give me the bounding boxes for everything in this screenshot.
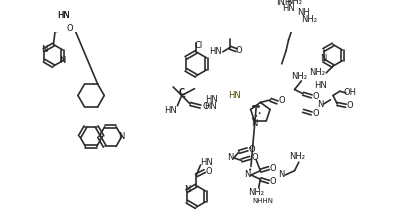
Text: N: N — [184, 185, 190, 194]
Text: NH₂: NH₂ — [310, 68, 326, 77]
Text: HN: HN — [57, 11, 70, 20]
Text: HN: HN — [200, 158, 213, 167]
Text: INH: INH — [276, 0, 291, 7]
Text: NH: NH — [297, 8, 309, 17]
Text: O: O — [206, 166, 212, 176]
Text: OH: OH — [344, 88, 357, 97]
Text: N: N — [278, 170, 285, 179]
Text: N: N — [41, 46, 47, 54]
Text: O: O — [251, 153, 258, 162]
Text: NH₂: NH₂ — [287, 0, 302, 6]
Text: O: O — [67, 24, 74, 33]
Text: O: O — [202, 102, 209, 111]
Text: HN: HN — [228, 91, 241, 100]
Text: N: N — [244, 170, 251, 179]
Text: O: O — [313, 109, 319, 118]
Text: O: O — [270, 177, 276, 186]
Text: N: N — [320, 54, 327, 63]
Text: HN: HN — [314, 81, 326, 90]
Text: N: N — [59, 56, 66, 65]
Text: NHHN: NHHN — [252, 198, 274, 204]
Text: HN: HN — [282, 4, 295, 13]
Text: HN: HN — [204, 102, 217, 111]
Text: NH₂: NH₂ — [248, 188, 264, 196]
Text: HN: HN — [205, 95, 218, 104]
Text: N: N — [317, 99, 324, 109]
Text: O: O — [347, 101, 353, 110]
Text: N: N — [118, 132, 125, 141]
Text: NH₂: NH₂ — [301, 15, 317, 24]
Text: O: O — [313, 92, 319, 101]
Text: HN: HN — [164, 106, 177, 115]
Text: Cl: Cl — [195, 41, 203, 50]
Text: NH₂: NH₂ — [289, 152, 305, 161]
Text: O: O — [236, 46, 243, 55]
Text: N: N — [251, 119, 258, 128]
Text: NH₂: NH₂ — [291, 72, 307, 81]
Text: O: O — [270, 164, 276, 173]
Text: O: O — [249, 145, 255, 154]
Text: HN: HN — [57, 11, 70, 20]
Text: C: C — [179, 88, 185, 97]
Text: HN: HN — [209, 47, 221, 56]
Text: N: N — [227, 153, 234, 162]
Text: O: O — [278, 96, 285, 105]
